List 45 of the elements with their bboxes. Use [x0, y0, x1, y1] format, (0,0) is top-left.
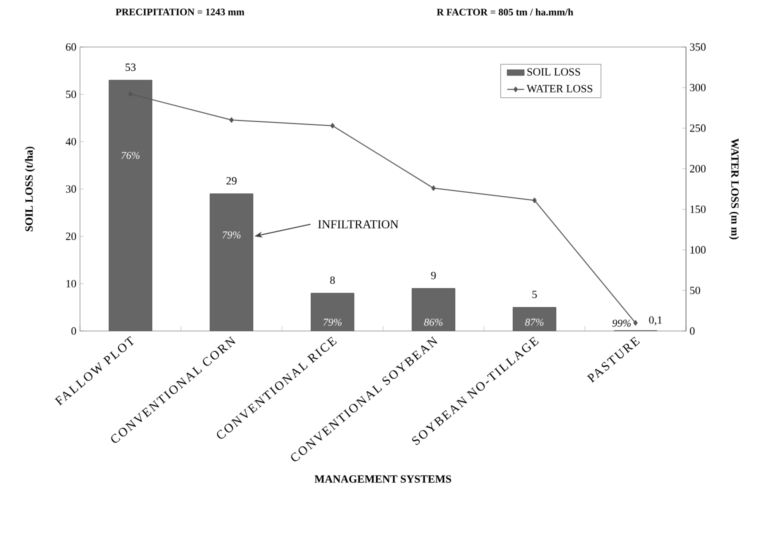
- y2-tick-label: 250: [690, 124, 706, 132]
- bar: [310, 292, 354, 331]
- y-tick-label: 0: [71, 327, 76, 335]
- y2-tick-label: 100: [690, 246, 706, 254]
- text: PRECIPITATION = 1243 mm: [116, 8, 244, 16]
- y-axis-title: SOIL LOSS (t/ha): [25, 146, 35, 232]
- y2-tick-label: 350: [690, 43, 706, 51]
- data-label: 9: [431, 272, 436, 280]
- y-tick-label: 60: [66, 43, 76, 51]
- y-tick-label: 30: [66, 185, 76, 193]
- data-label: 29: [226, 177, 237, 185]
- annotation: 99%: [612, 320, 631, 327]
- y-tick-label: 10: [66, 280, 76, 288]
- legend-label: WATER LOSS: [526, 84, 592, 92]
- y-tick-label: 40: [66, 138, 76, 146]
- annotation: 79%: [323, 318, 342, 326]
- point: [431, 185, 436, 191]
- data-label: 0,1: [649, 316, 662, 326]
- y2-axis-title: WATER LOSS (m m): [729, 138, 739, 240]
- x-axis-title: MANAGEMENT SYSTEMS: [314, 475, 452, 483]
- data-label: 8: [330, 276, 335, 284]
- legend-label: SOIL LOSS: [527, 68, 580, 76]
- point: [532, 198, 537, 204]
- point: [330, 123, 335, 128]
- point: [229, 117, 234, 123]
- annotation: INFILTRATION: [318, 220, 398, 228]
- data-label: 53: [126, 64, 136, 71]
- y2-tick-label: 200: [690, 165, 706, 172]
- bar: [108, 80, 152, 331]
- annotation: 87%: [525, 318, 544, 326]
- y2-tick-label: 0: [690, 327, 695, 335]
- annotation: 76%: [121, 152, 140, 159]
- y-tick-label: 50: [66, 90, 76, 98]
- y2-tick-label: 150: [690, 206, 706, 213]
- bar: [412, 288, 456, 331]
- data-label: 5: [532, 290, 537, 298]
- annotation: 79%: [222, 231, 241, 238]
- bar: [512, 307, 556, 331]
- y-tick-label: 20: [66, 232, 76, 240]
- point: [633, 320, 638, 326]
- text: R FACTOR = 805 tm / ha.mm/h: [436, 8, 574, 16]
- bar: [210, 194, 254, 331]
- annotation: 86%: [424, 318, 443, 326]
- y2-tick-label: 50: [690, 286, 700, 294]
- y2-tick-label: 300: [690, 84, 706, 92]
